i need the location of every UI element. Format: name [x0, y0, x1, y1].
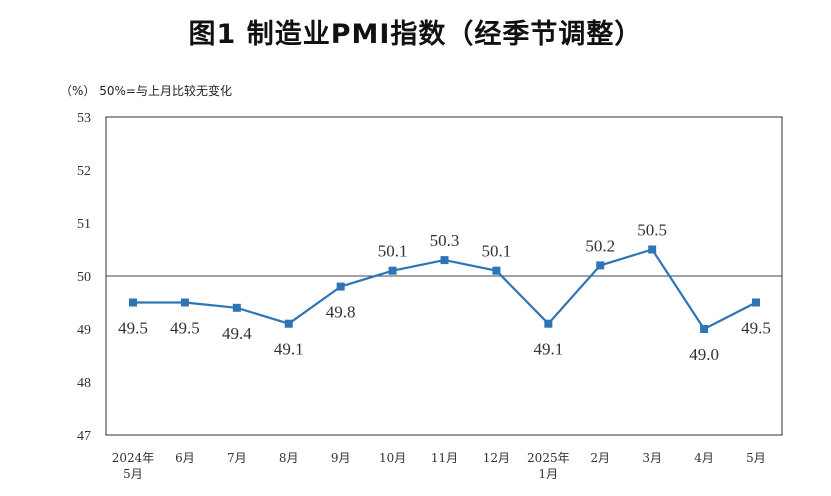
x-tick-label: 2025年 [527, 451, 570, 465]
chart-title: 图1 制造业PMI指数（经季节调整） [188, 19, 643, 50]
data-label: 50.1 [378, 242, 408, 261]
data-label: 49.5 [741, 319, 771, 338]
x-tick-label: 6月 [175, 451, 195, 465]
data-label: 49.5 [170, 319, 200, 338]
data-point [700, 325, 709, 333]
y-tick-label: 48 [77, 376, 91, 391]
data-label: 49.0 [689, 345, 719, 364]
data-label: 50.3 [430, 231, 460, 250]
data-label: 50.1 [482, 242, 512, 261]
data-point [440, 256, 449, 265]
y-tick-label: 49 [77, 323, 91, 338]
data-point [129, 298, 137, 307]
y-tick-label: 50 [77, 270, 91, 285]
y-axis-ticks: 47 48 49 50 51 52 53 [77, 111, 91, 444]
data-point [596, 261, 605, 270]
data-point [544, 319, 553, 328]
x-tick-label: 8月 [279, 451, 299, 465]
data-point [284, 319, 293, 328]
x-tick-label: 5月 [123, 467, 143, 481]
data-label: 49.8 [326, 303, 356, 322]
y-tick-label: 52 [77, 164, 91, 179]
x-tick-label: 12月 [483, 451, 510, 465]
data-point [648, 245, 657, 254]
y-tick-label: 51 [77, 217, 91, 232]
x-tick-label: 2月 [590, 451, 610, 465]
data-label: 50.2 [585, 236, 615, 255]
data-point [336, 282, 345, 291]
y-tick-label: 53 [77, 111, 91, 126]
x-axis-ticks: 2024年 5月 6月 7月 8月 9月 10月 11月 12月 2025年 1月 2月 3月 4月 5月 [112, 451, 766, 481]
unit-note: （%） 50%=与上月比较无变化 [60, 84, 232, 98]
data-label: 49.1 [533, 340, 563, 359]
data-point [180, 298, 189, 307]
data-point [492, 266, 501, 275]
x-tick-label: 9月 [331, 451, 351, 465]
data-label: 49.1 [274, 340, 304, 359]
x-tick-label: 10月 [379, 451, 406, 465]
data-point [388, 266, 397, 275]
data-labels: 49.5 49.5 49.4 49.1 49.8 50.1 50.3 50.1 49.1 50.2… [118, 221, 771, 365]
x-tick-label: 1月 [539, 467, 559, 481]
data-point [752, 298, 760, 307]
x-tick-label: 5月 [746, 451, 766, 465]
x-tick-label: 7月 [227, 451, 247, 465]
data-label: 49.4 [222, 324, 252, 343]
series-layer [129, 245, 760, 333]
x-tick-label: 2024年 [112, 451, 155, 465]
data-label: 49.5 [118, 319, 148, 338]
data-label: 50.5 [637, 221, 667, 240]
data-point [232, 303, 241, 312]
x-tick-label: 4月 [694, 451, 714, 465]
x-tick-label: 3月 [642, 451, 662, 465]
y-tick-label: 47 [77, 429, 91, 444]
x-tick-label: 11月 [431, 451, 458, 465]
